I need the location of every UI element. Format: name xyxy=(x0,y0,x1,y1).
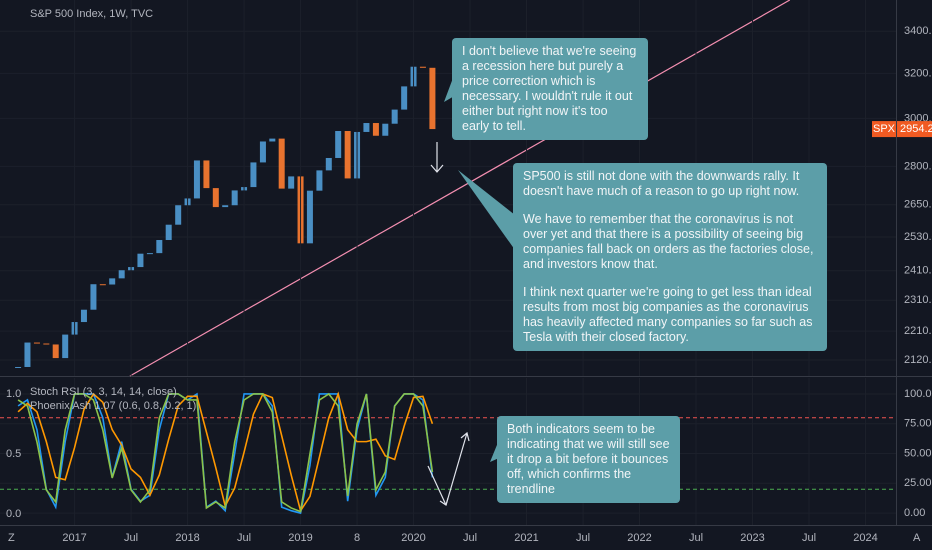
candle xyxy=(193,160,200,199)
candle xyxy=(175,205,182,225)
candle xyxy=(344,131,351,179)
annotation-paragraph: SP500 is still not done with the downwar… xyxy=(523,169,800,198)
candle xyxy=(391,109,398,124)
y-tick-label: 50.00 xyxy=(904,447,932,459)
candle xyxy=(335,131,342,158)
candle xyxy=(419,66,426,68)
x-tick-label: Jul xyxy=(463,532,477,544)
arrow-up xyxy=(445,432,468,506)
candle xyxy=(222,205,229,208)
x-tick-label: 2018 xyxy=(175,532,199,544)
symbol-tag: SPX xyxy=(873,123,896,135)
candle xyxy=(33,342,40,344)
annotation: SP500 is still not done with the downwar… xyxy=(513,163,827,351)
x-tick-label: 2020 xyxy=(401,532,425,544)
annotation: I don't believe that we're seeing a rece… xyxy=(452,38,648,140)
candle xyxy=(288,176,295,189)
price-tag xyxy=(897,121,932,138)
candle xyxy=(363,123,370,132)
candle xyxy=(109,278,116,285)
y2-tick-label: 0.5 xyxy=(6,448,21,460)
candle xyxy=(325,157,332,171)
callout-pointer xyxy=(490,440,499,462)
y-tick-label: 3200.0 xyxy=(904,67,932,79)
price-tag xyxy=(872,121,896,138)
candle xyxy=(203,160,210,189)
x-tick-label: 2022 xyxy=(627,532,651,544)
candle xyxy=(62,334,69,359)
indicator-label: Phoenix Ash 1.07 (0.6, 0.8, 0.2, 1) xyxy=(30,400,196,412)
toolbar-button[interactable]: Z xyxy=(8,532,15,544)
candle xyxy=(15,366,22,368)
candle xyxy=(231,190,238,206)
x-tick-label: Jul xyxy=(689,532,703,544)
candle xyxy=(316,170,323,191)
y-tick-label: 25.00 xyxy=(904,477,932,489)
candle xyxy=(278,138,285,189)
y-tick-label: 0.00 xyxy=(904,507,925,519)
candle xyxy=(90,284,97,310)
x-tick-label: Jul xyxy=(576,532,590,544)
annotation-paragraph: I think next quarter we're going to get … xyxy=(523,285,813,344)
annotation-paragraph: We have to remember that the coronavirus… xyxy=(523,212,814,271)
y-tick-label: 3400.0 xyxy=(904,25,932,37)
x-tick-label: 2024 xyxy=(853,532,877,544)
y-tick-label: 2800.0 xyxy=(904,160,932,172)
candle xyxy=(24,342,31,367)
x-tick-label: 2021 xyxy=(514,532,538,544)
candle xyxy=(382,123,389,136)
candle xyxy=(52,344,59,359)
y2-tick-label: 0.0 xyxy=(6,508,21,520)
x-tick-label: 2019 xyxy=(288,532,312,544)
candle xyxy=(118,270,125,279)
y-tick-label: 2650.0 xyxy=(904,199,932,211)
candle xyxy=(372,123,379,136)
chart-title: S&P 500 Index, 1W, TVC xyxy=(30,8,153,20)
candle xyxy=(146,253,153,255)
annotation: Both indicators seem to be indicating th… xyxy=(497,416,680,503)
last-price: 2954.2 xyxy=(900,123,932,135)
candle xyxy=(269,138,276,142)
toolbar-button[interactable]: A xyxy=(913,532,921,544)
candle xyxy=(212,188,219,208)
candle xyxy=(99,284,106,286)
y-tick-label: 2120.0 xyxy=(904,354,932,366)
arrow-down xyxy=(427,465,447,506)
x-tick-label: Jul xyxy=(802,532,816,544)
y2-tick-label: 1.0 xyxy=(6,388,21,400)
x-tick-label: 8 xyxy=(354,532,360,544)
candle xyxy=(165,224,172,241)
y-tick-label: 2210.0 xyxy=(904,325,932,337)
y-tick-label: 2410.0 xyxy=(904,265,932,277)
candle xyxy=(306,190,313,244)
candle xyxy=(250,162,257,188)
arrows xyxy=(427,142,470,506)
trendline xyxy=(129,0,791,377)
candle xyxy=(43,343,50,345)
y-tick-label: 2310.0 xyxy=(904,294,932,306)
x-tick-label: 2017 xyxy=(62,532,86,544)
candle xyxy=(401,86,408,110)
arrow-head xyxy=(430,164,444,173)
candle xyxy=(259,141,266,163)
x-tick-label: Jul xyxy=(237,532,251,544)
x-tick-label: 2023 xyxy=(740,532,764,544)
x-tick-label: Jul xyxy=(124,532,138,544)
indicator-line xyxy=(17,392,434,513)
arrow-head xyxy=(460,431,470,442)
y-tick-label: 2530.0 xyxy=(904,231,932,243)
callout-pointer xyxy=(458,170,515,250)
y-tick-label: 75.00 xyxy=(904,418,932,430)
candle xyxy=(80,309,87,323)
y-tick-label: 100.00 xyxy=(904,388,932,400)
indicator-label: Stoch RSI (3, 3, 14, 14, close) xyxy=(30,386,177,398)
candle xyxy=(429,67,436,130)
candle xyxy=(137,253,144,268)
candle xyxy=(156,240,163,254)
